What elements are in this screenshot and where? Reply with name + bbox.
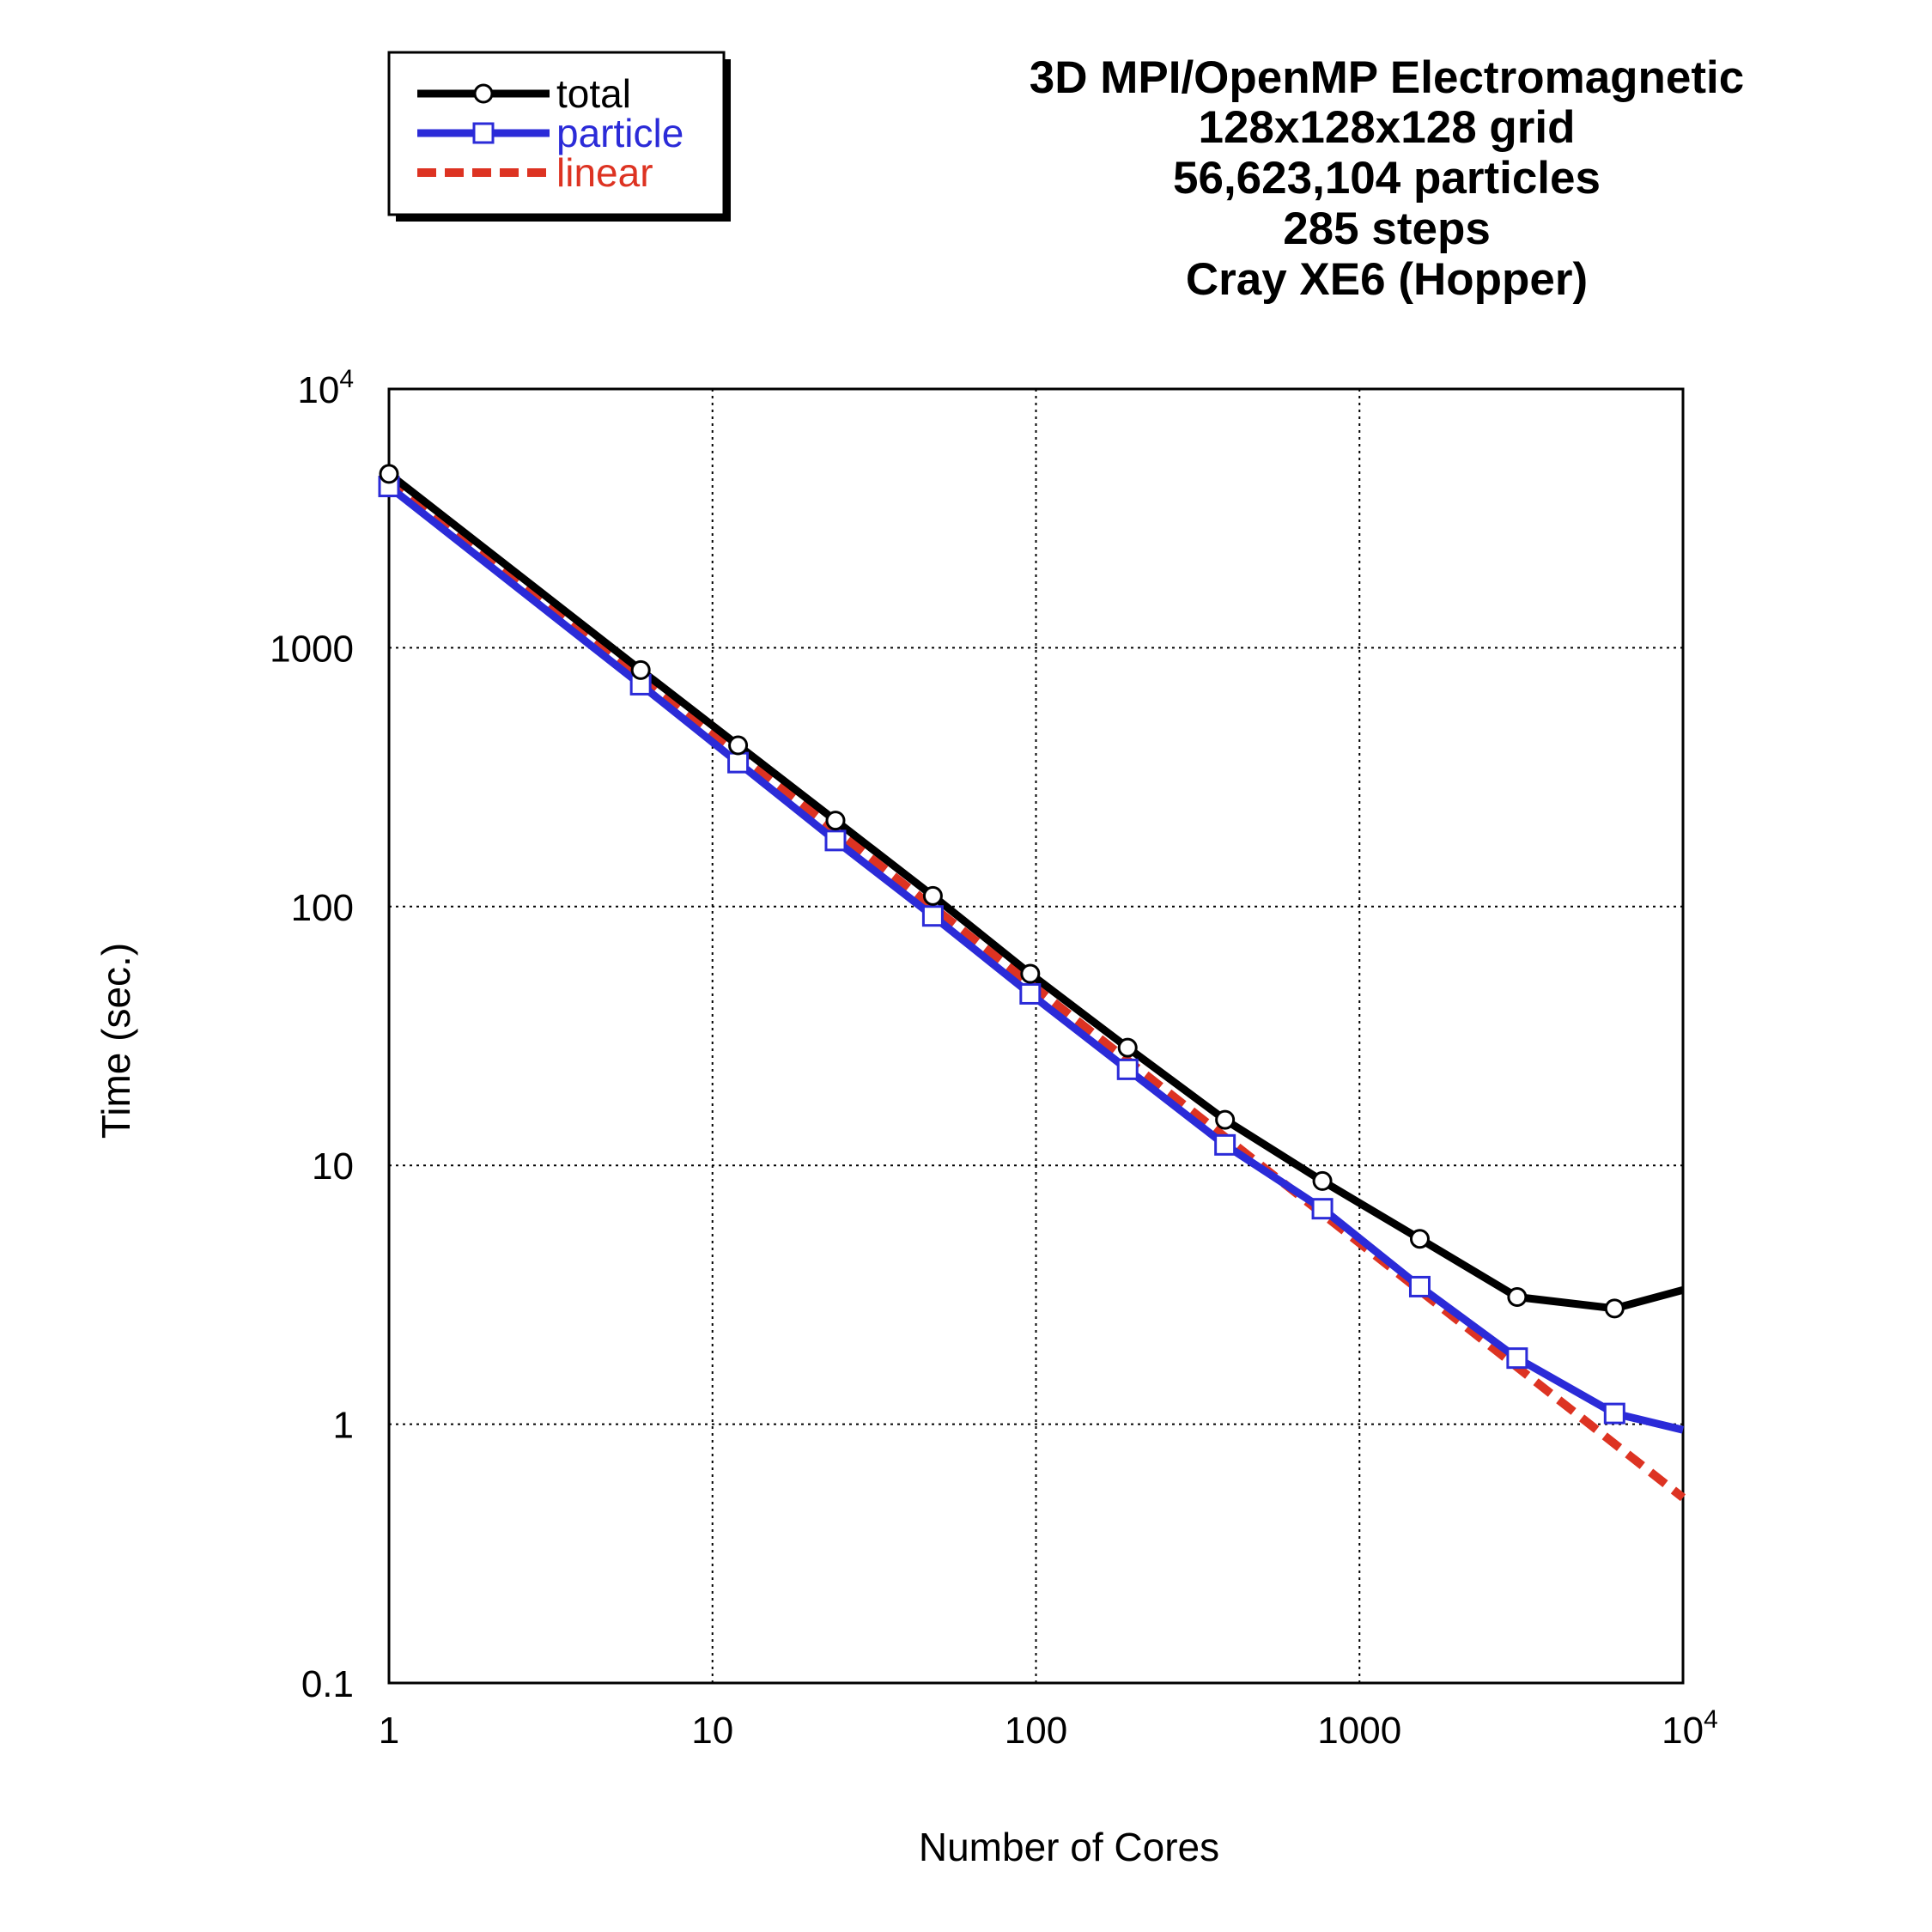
y-axis-label: Time (sec.) xyxy=(94,943,138,1139)
x-tick-label: 1 xyxy=(379,1710,399,1752)
title-line-5: Cray XE6 (Hopper) xyxy=(1186,254,1588,305)
data-point-total xyxy=(1604,1298,1625,1319)
data-point-total xyxy=(1409,1229,1430,1249)
y-tick-label: 1000 xyxy=(270,628,354,670)
title-line-2: 128x128x128 grid xyxy=(1198,102,1575,153)
data-point-total xyxy=(1117,1037,1138,1058)
y-tick-label: 100 xyxy=(291,887,354,929)
data-point-particle xyxy=(1408,1275,1431,1297)
data-point-particle xyxy=(1603,1402,1625,1425)
data-point-particle xyxy=(1116,1058,1139,1080)
legend-label-total: total xyxy=(556,71,631,116)
data-point-particle xyxy=(1311,1198,1334,1220)
legend-marker-particle xyxy=(472,122,495,144)
title-line-4: 285 steps xyxy=(1283,204,1491,254)
data-point-total xyxy=(728,735,749,756)
data-point-total xyxy=(379,464,399,484)
data-point-total xyxy=(1312,1170,1333,1191)
data-point-total xyxy=(825,811,846,831)
chart-title: 3D MPI/OpenMP Electromagnetic 128x128x12… xyxy=(1030,52,1745,305)
y-tick-label: 10 xyxy=(312,1145,354,1188)
x-tick-label: 1000 xyxy=(1317,1710,1401,1752)
title-line-3: 56,623,104 particles xyxy=(1173,153,1601,204)
data-point-total xyxy=(630,659,651,680)
data-point-particle xyxy=(1019,982,1042,1005)
data-point-total xyxy=(1020,963,1041,984)
grid-lines xyxy=(389,389,1683,1683)
data-point-total xyxy=(922,885,943,906)
legend-label-particle: particle xyxy=(556,111,683,155)
series-markers xyxy=(378,464,1625,1425)
title-line-1: 3D MPI/OpenMP Electromagnetic xyxy=(1030,52,1745,103)
y-tick-label: 1 xyxy=(333,1405,354,1447)
data-point-particle xyxy=(1506,1347,1528,1370)
data-point-total xyxy=(1507,1287,1528,1308)
data-point-particle xyxy=(1214,1133,1236,1156)
x-tick-label: 104 xyxy=(1662,1705,1718,1752)
data-point-particle xyxy=(824,829,847,852)
legend-marker-total xyxy=(473,83,494,104)
data-point-particle xyxy=(921,905,944,927)
y-tick-label: 0.1 xyxy=(301,1663,354,1705)
x-tick-label: 10 xyxy=(691,1710,733,1752)
data-point-particle xyxy=(727,751,750,774)
x-tick-label: 100 xyxy=(1005,1710,1067,1752)
x-axis-label: Number of Cores xyxy=(919,1825,1219,1869)
legend-label-linear: linear xyxy=(556,150,653,195)
plot-area xyxy=(387,387,1685,1685)
data-point-total xyxy=(1215,1109,1236,1130)
y-tick-label: 104 xyxy=(297,365,354,411)
axis-ticks: 1 10 100 1000 104 0.1 1 10 100 1000 104 xyxy=(270,365,1718,1752)
